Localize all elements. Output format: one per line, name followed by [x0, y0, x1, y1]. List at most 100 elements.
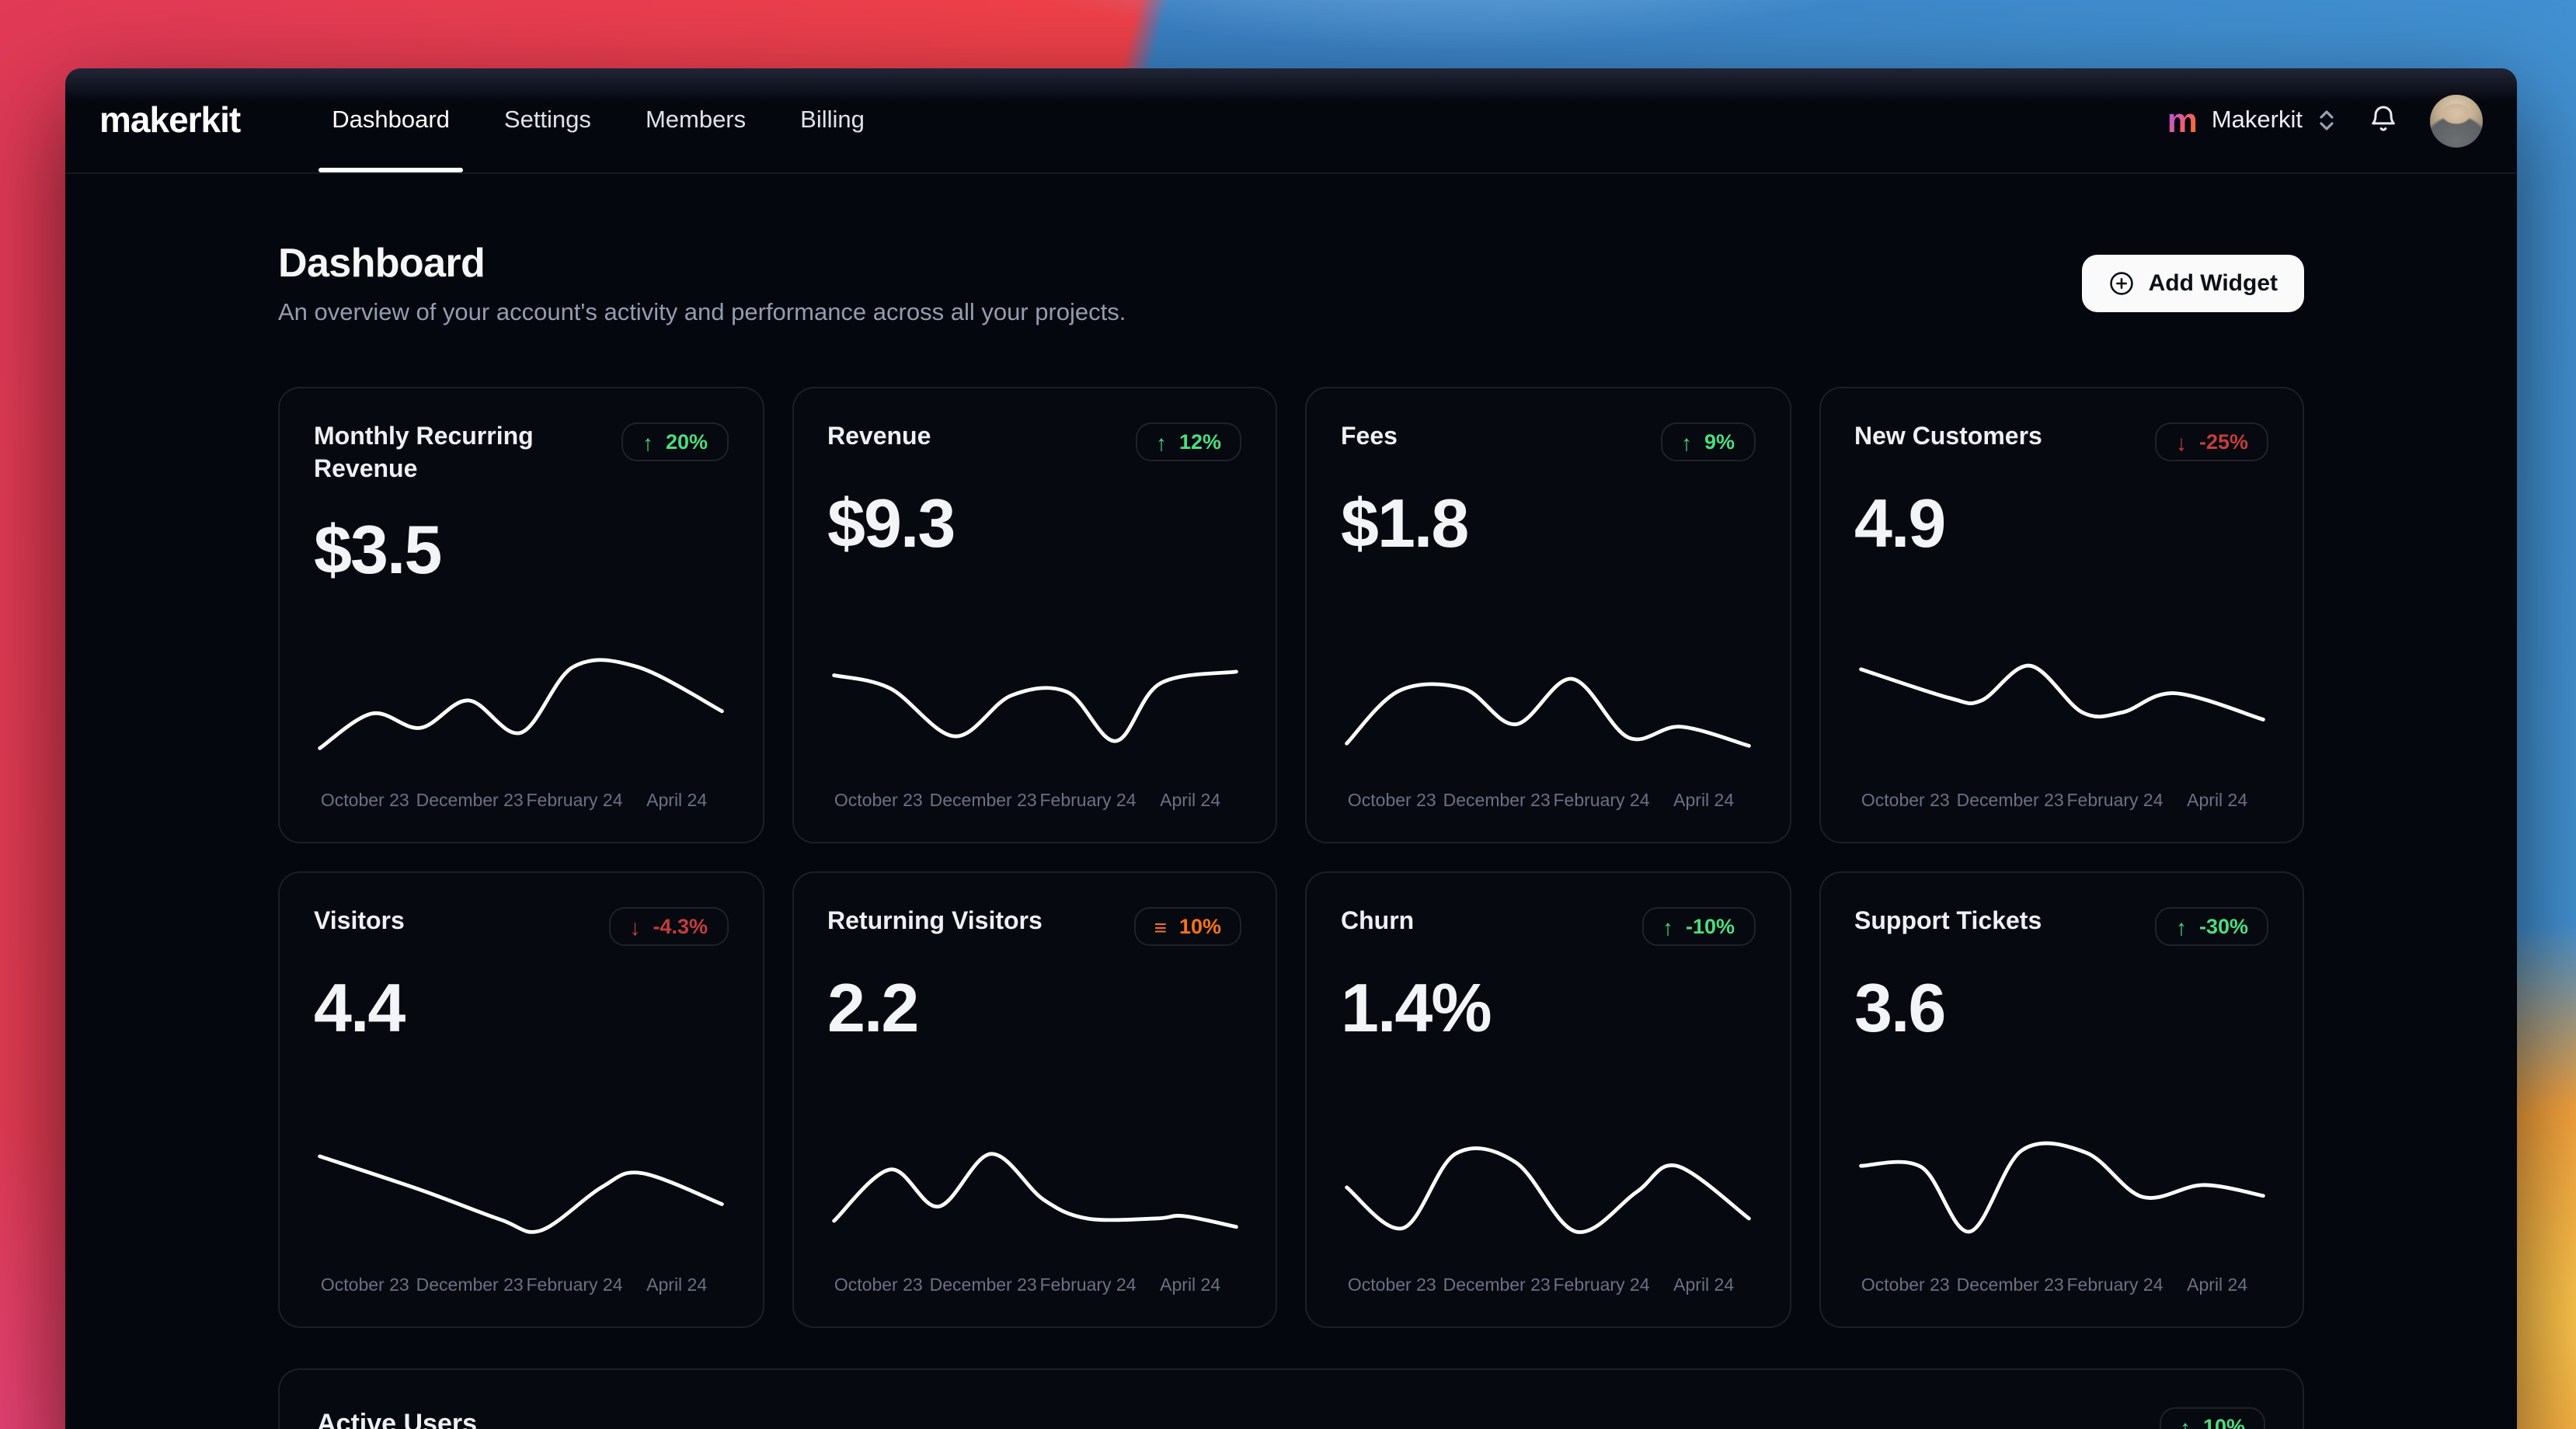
- nav-tab-settings[interactable]: Settings: [487, 68, 608, 172]
- x-axis-label: February 24: [526, 792, 623, 811]
- plus-circle-icon: [2108, 270, 2135, 297]
- sparkline-chart: [314, 1121, 728, 1258]
- x-axis-label: February 24: [1553, 1277, 1650, 1295]
- nav-tab-dashboard[interactable]: Dashboard: [315, 68, 467, 172]
- metric-value: 4.9: [1854, 486, 1946, 562]
- x-axis-label: April 24: [646, 1277, 708, 1295]
- x-axis-labels: October 23 December 23 February 24 April…: [1341, 792, 1755, 811]
- x-axis-label: October 23: [834, 792, 923, 811]
- metric-value: $3.5: [314, 512, 442, 589]
- metric-value: 4.4: [314, 971, 406, 1047]
- x-axis-labels: October 23 December 23 February 24 April…: [314, 792, 728, 811]
- x-axis-label: October 23: [320, 792, 409, 811]
- nav-tab-label: Billing: [800, 106, 865, 133]
- x-axis-label: October 23: [1347, 792, 1436, 811]
- page-title: Dashboard: [278, 239, 486, 286]
- makerkit-m-icon: m: [2167, 100, 2198, 139]
- x-axis-label: April 24: [1673, 1277, 1735, 1295]
- nav-tab-label: Settings: [503, 106, 591, 133]
- brand-logo[interactable]: makerkit: [99, 99, 241, 140]
- x-axis-label: December 23: [1956, 792, 2064, 811]
- trend-badge-value: 20%: [665, 430, 708, 454]
- main-nav: Dashboard Settings Members Billing: [315, 68, 882, 172]
- nav-tab-billing[interactable]: Billing: [783, 68, 882, 172]
- x-axis-label: April 24: [2187, 1277, 2248, 1295]
- metric-card-fees: Fees ↑ 9% $1.8 October 23 December 23: [1305, 387, 1791, 843]
- page-head: Dashboard An overview of your account's …: [278, 239, 2304, 328]
- x-axis-label: December 23: [416, 1277, 524, 1295]
- x-axis-label: October 23: [1861, 1277, 1950, 1295]
- trend-badge: ≡ 10%: [1133, 907, 1241, 946]
- trend-badge: ↑ 9%: [1660, 422, 1755, 461]
- sparkline-chart: [314, 637, 728, 774]
- metric-card-churn: Churn ↑ -10% 1.4% October 23 December 23: [1305, 871, 1791, 1328]
- trend-badge: ↓ -25%: [2155, 422, 2268, 461]
- x-axis-labels: October 23 December 23 February 24 April…: [1854, 1277, 2268, 1295]
- sparkline-chart: [1854, 1121, 2268, 1258]
- metric-value: 3.6: [1854, 971, 1946, 1047]
- x-axis-label: February 24: [1039, 792, 1137, 811]
- chevron-up-down-icon: [2317, 109, 2337, 132]
- sparkline-chart: [827, 1121, 1241, 1258]
- nav-tab-members[interactable]: Members: [628, 68, 763, 172]
- metric-card-title: Visitors: [314, 909, 405, 935]
- metric-value: $1.8: [1341, 486, 1469, 562]
- x-axis-labels: October 23 December 23 February 24 April…: [314, 1277, 728, 1295]
- x-axis-label: December 23: [929, 792, 1037, 811]
- metric-card-title: New Customers: [1854, 424, 2042, 450]
- metric-card-returning-visitors: Returning Visitors ≡ 10% 2.2 October 23 …: [792, 871, 1277, 1328]
- x-axis-label: April 24: [646, 792, 708, 811]
- trend-up-icon: ↑: [642, 429, 653, 454]
- dashboard-page: Dashboard An overview of your account's …: [65, 174, 2517, 1429]
- trend-badge-value: 10%: [1178, 915, 1221, 938]
- trend-badge: ↑ 10%: [2159, 1407, 2265, 1429]
- page-subtitle: An overview of your account's activity a…: [278, 300, 1126, 326]
- metric-card-title: Monthly Recurring Revenue: [314, 424, 534, 483]
- x-axis-label: December 23: [1956, 1277, 2064, 1295]
- metrics-grid: Monthly Recurring Revenue ↑ 20% $3.5 Oct…: [278, 387, 2304, 1328]
- x-axis-labels: October 23 December 23 February 24 April…: [1341, 1277, 1755, 1295]
- x-axis-label: October 23: [320, 1277, 409, 1295]
- bell-icon: [2368, 102, 2399, 139]
- add-widget-button[interactable]: Add Widget: [2081, 255, 2304, 312]
- notifications-button[interactable]: [2368, 102, 2399, 139]
- x-axis-label: December 23: [1443, 792, 1551, 811]
- x-axis-label: October 23: [1347, 1277, 1436, 1295]
- trend-badge-value: -30%: [2198, 915, 2248, 938]
- metric-card-title: Fees: [1341, 424, 1398, 450]
- sparkline-chart: [1854, 637, 2268, 774]
- metric-card-mrr: Monthly Recurring Revenue ↑ 20% $3.5 Oct…: [278, 387, 764, 843]
- sparkline-chart: [1341, 637, 1755, 774]
- trend-badge: ↑ 12%: [1135, 422, 1241, 461]
- x-axis-label: February 24: [2066, 1277, 2163, 1295]
- trend-down-icon: ↓: [2175, 429, 2187, 454]
- x-axis-labels: October 23 December 23 February 24 April…: [827, 792, 1241, 811]
- metric-card-title: Returning Visitors: [827, 909, 1043, 935]
- trend-up-icon: ↑: [1662, 914, 1673, 939]
- x-axis-label: April 24: [1160, 792, 1221, 811]
- trend-badge-value: 9%: [1704, 430, 1735, 454]
- trend-badge: ↑ -30%: [2155, 907, 2268, 946]
- trend-badge: ↑ -10%: [1641, 907, 1755, 946]
- trend-badge-value: 12%: [1178, 430, 1221, 454]
- trend-badge: ↓ -4.3%: [609, 907, 728, 946]
- metric-card-title: Support Tickets: [1854, 909, 2042, 935]
- nav-tab-label: Dashboard: [332, 106, 450, 133]
- trend-up-icon: ↑: [1155, 429, 1167, 454]
- trend-badge-value: 10%: [2202, 1415, 2245, 1429]
- metric-card-title: Active Users: [317, 1409, 478, 1429]
- x-axis-label: December 23: [416, 792, 524, 811]
- x-axis-label: February 24: [1039, 1277, 1137, 1295]
- metric-value: $9.3: [827, 486, 956, 562]
- user-avatar[interactable]: [2430, 94, 2483, 147]
- trend-badge-value: -10%: [1685, 915, 1735, 938]
- x-axis-label: February 24: [2066, 792, 2163, 811]
- account-switcher[interactable]: m Makerkit: [2167, 103, 2337, 137]
- x-axis-label: April 24: [1160, 1277, 1221, 1295]
- trend-up-icon: ↑: [1680, 429, 1692, 454]
- header-right: m Makerkit: [2167, 68, 2483, 172]
- x-axis-label: October 23: [1861, 792, 1950, 811]
- trend-up-icon: ↑: [2179, 1414, 2191, 1429]
- trend-down-icon: ↓: [629, 914, 641, 939]
- account-name: Makerkit: [2211, 106, 2303, 133]
